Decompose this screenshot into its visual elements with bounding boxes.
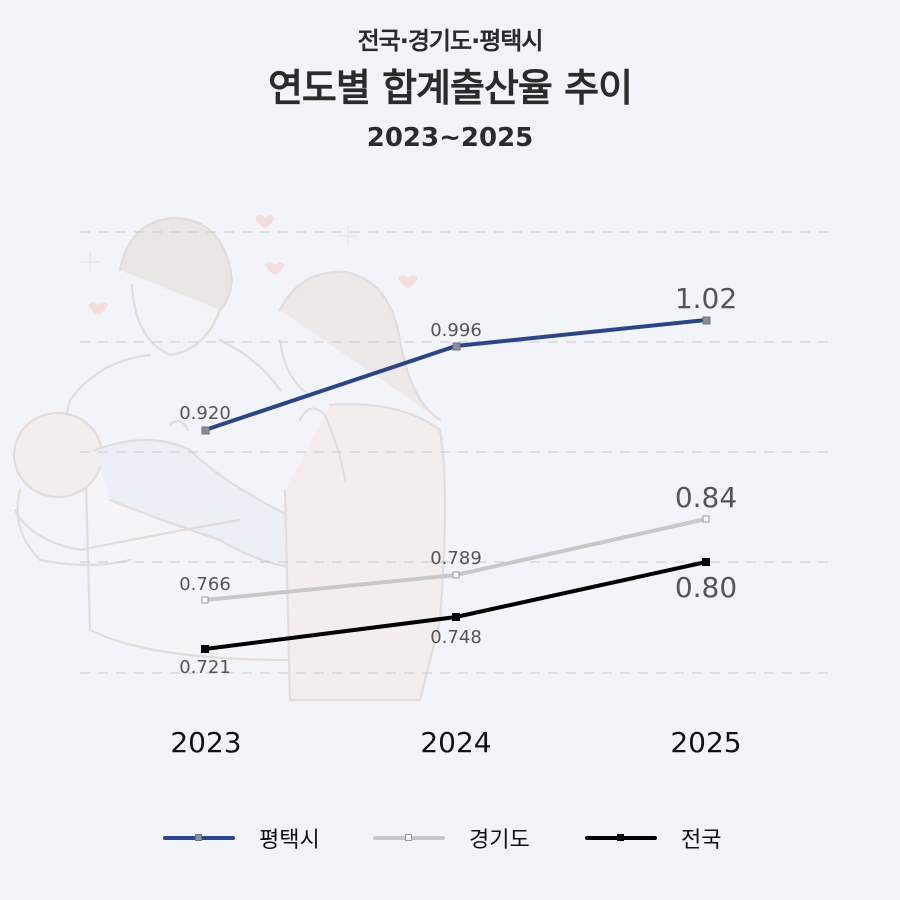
legend-label: 평택시 [259, 828, 320, 853]
data-label: 0.996 [430, 320, 482, 341]
point-marker [702, 515, 710, 523]
point-marker [452, 613, 460, 621]
point-marker [201, 596, 209, 604]
point-marker [452, 342, 461, 351]
series-national: 0.721 0.748 0.80 [179, 558, 737, 678]
hollow-square-marker-icon [405, 834, 412, 841]
data-label: 1.02 [675, 282, 737, 315]
data-label: 0.84 [675, 481, 737, 514]
data-label: 0.766 [179, 574, 231, 595]
chart-legend: 평택시 경기도 전국 [0, 818, 900, 858]
chart-title: 연도별 합계출산율 추이 [267, 66, 633, 110]
data-label: 0.920 [179, 403, 231, 424]
legend-label: 전국 [681, 828, 722, 853]
legend-swatch [163, 818, 235, 858]
chart-subtitle: 전국·경기도·평택시 [357, 27, 544, 55]
data-label: 0.748 [430, 627, 482, 648]
legend-label: 경기도 [469, 828, 530, 853]
data-label: 0.80 [675, 571, 737, 604]
point-marker [201, 426, 210, 435]
square-marker-icon [195, 834, 202, 841]
point-marker [702, 558, 710, 566]
x-axis-label: 2023 [170, 726, 241, 759]
legend-swatch [373, 818, 445, 858]
chart-year-range: 2023~2025 [366, 123, 534, 153]
legend-swatch [585, 818, 657, 858]
data-label: 0.789 [430, 548, 482, 569]
family-illustration [12, 215, 447, 702]
filled-square-marker-icon [617, 834, 624, 841]
x-axis: 2023 2024 2025 [170, 726, 741, 759]
series-gyeonggi: 0.766 0.789 0.84 [179, 481, 737, 604]
point-marker [201, 645, 209, 653]
title-block: 전국·경기도·평택시 연도별 합계출산율 추이 2023~2025 [0, 24, 900, 156]
legend-item-gyeonggi[interactable]: 경기도 [373, 818, 530, 858]
x-axis-label: 2025 [670, 726, 741, 759]
series-pyeongtaek: 0.920 0.996 1.02 [179, 282, 737, 435]
legend-item-pyeongtaek[interactable]: 평택시 [163, 818, 320, 858]
point-marker [452, 571, 460, 579]
point-marker [702, 316, 711, 325]
data-label: 0.721 [179, 657, 231, 678]
x-axis-label: 2024 [420, 726, 491, 759]
legend-item-national[interactable]: 전국 [585, 818, 721, 858]
